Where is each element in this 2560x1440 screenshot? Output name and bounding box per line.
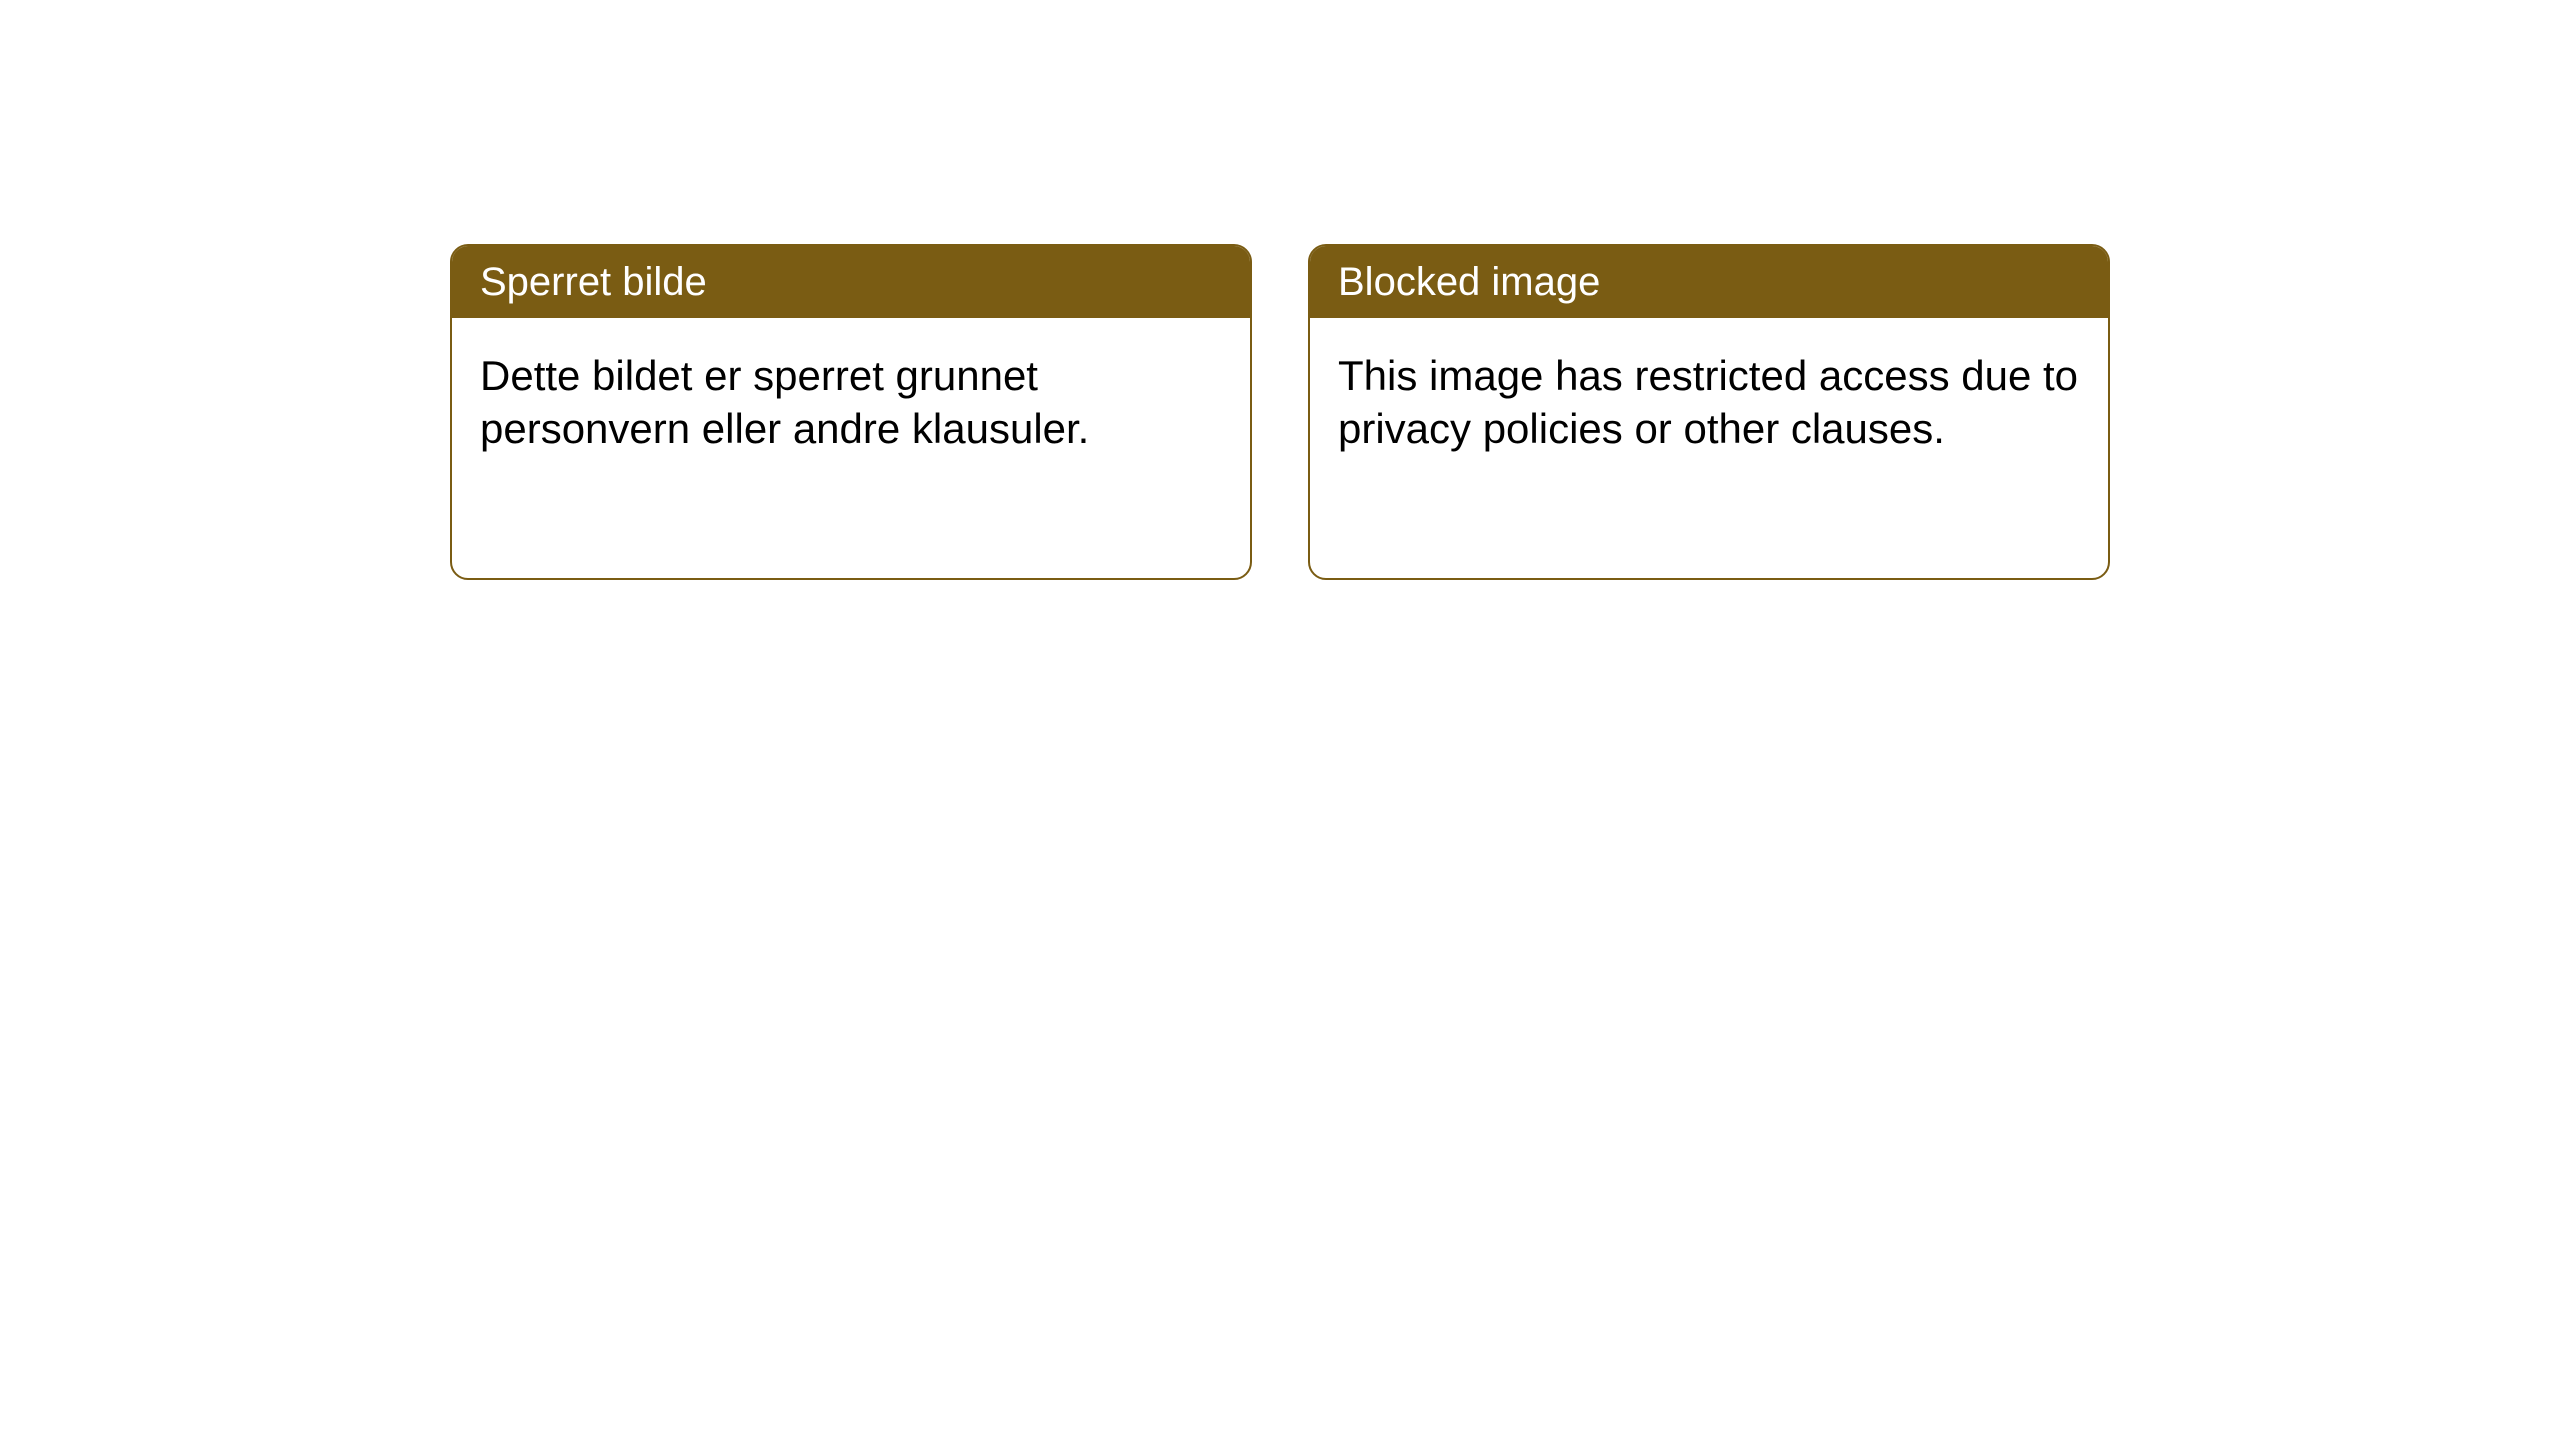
notice-title-english: Blocked image [1338,260,1600,304]
notice-header-norwegian: Sperret bilde [452,246,1250,318]
notice-body-norwegian: Dette bildet er sperret grunnet personve… [452,318,1250,487]
notice-card-norwegian: Sperret bilde Dette bildet er sperret gr… [450,244,1252,580]
notice-body-english: This image has restricted access due to … [1310,318,2108,487]
notice-message-english: This image has restricted access due to … [1338,352,2078,452]
notice-card-english: Blocked image This image has restricted … [1308,244,2110,580]
notice-header-english: Blocked image [1310,246,2108,318]
notice-title-norwegian: Sperret bilde [480,260,707,304]
notice-message-norwegian: Dette bildet er sperret grunnet personve… [480,352,1089,452]
blocked-image-notices: Sperret bilde Dette bildet er sperret gr… [450,244,2110,580]
